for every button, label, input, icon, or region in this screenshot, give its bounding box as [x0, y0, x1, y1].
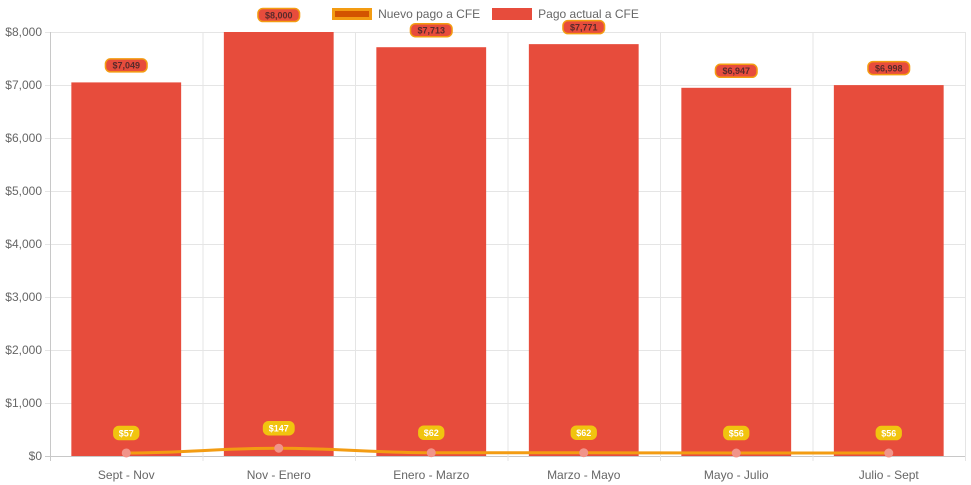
bar[interactable] [223, 32, 334, 456]
y-tick-label: $6,000 [5, 131, 42, 145]
x-tick-label: Mayo - Julio [704, 468, 769, 482]
line-series [121, 443, 894, 458]
line-value-label-text: $62 [576, 428, 591, 438]
bar-value-label-text: $7,049 [112, 61, 140, 71]
line-value-label: $62 [418, 425, 445, 440]
bar-series [71, 32, 944, 457]
bar[interactable] [681, 87, 792, 457]
legend-item-nuevo-pago[interactable]: Nuevo pago a CFE [332, 7, 480, 21]
line-point[interactable] [731, 448, 741, 458]
bar-value-label-bg [714, 63, 758, 79]
line-point[interactable] [426, 448, 436, 458]
y-tick-label: $5,000 [5, 184, 42, 198]
bar-value-label: $7,049 [104, 58, 148, 73]
y-tick-label: $0 [29, 449, 43, 463]
bar-value-label: $8,000 [257, 7, 301, 23]
chart-legend: Nuevo pago a CFE Pago actual a CFE [0, 7, 971, 21]
bar-value-label-bg [257, 7, 301, 23]
bar-value-label-text: $6,947 [722, 66, 750, 76]
y-tick-label: $7,000 [5, 78, 42, 92]
line-value-label-bg [570, 425, 597, 440]
bar-value-label: $6,998 [867, 60, 911, 76]
line-value-label: $57 [113, 425, 140, 441]
line-value-label-bg [418, 425, 445, 440]
chart-grid [45, 32, 966, 461]
bar[interactable] [71, 82, 182, 456]
bar-value-label-text: $7,771 [570, 22, 598, 32]
line-value-label: $56 [723, 425, 750, 441]
y-tick-label: $4,000 [5, 237, 42, 251]
bar-value-label-text: $8,000 [265, 10, 293, 20]
line-path [126, 446, 889, 455]
line-value-label-bg [875, 425, 902, 441]
bar-value-label-text: $7,713 [417, 26, 445, 36]
bar[interactable] [833, 85, 944, 456]
x-tick-label: Nov - Enero [247, 468, 311, 482]
line-value-label-text: $56 [881, 428, 896, 438]
bar-value-label-bg [409, 22, 453, 38]
legend-swatch-bar [492, 8, 533, 20]
x-tick-label: Sept - Nov [98, 468, 155, 482]
legend-label-pago-actual: Pago actual a CFE [538, 7, 639, 21]
line-value-label-text: $62 [424, 428, 439, 438]
y-tick-label: $8,000 [5, 25, 42, 39]
line-value-label-text: $147 [269, 424, 289, 434]
bar[interactable] [376, 47, 487, 456]
line-value-label-bg [262, 420, 295, 436]
legend-item-pago-actual[interactable]: Pago actual a CFE [492, 7, 639, 21]
bar-value-label: $6,947 [714, 63, 758, 79]
line-value-label: $147 [262, 420, 295, 436]
bar-value-label-text: $6,998 [875, 63, 903, 73]
line-value-label-bg [723, 425, 750, 441]
line-point[interactable] [579, 448, 589, 458]
x-axis: Sept - Nov Nov - Enero Enero - Marzo Marzo … [98, 468, 920, 482]
bar-value-label-bg [104, 58, 148, 73]
y-tick-label: $3,000 [5, 290, 42, 304]
data-labels: $7,049 $8,000 $7,713 $7,771 $6,947 $6,998 $57 $… [104, 7, 911, 441]
x-tick-label: Marzo - Mayo [547, 468, 621, 482]
line-value-label: $56 [875, 425, 902, 441]
bar-value-label: $7,713 [409, 22, 453, 38]
y-tick-label: $1,000 [5, 396, 42, 410]
line-point[interactable] [274, 443, 284, 453]
line-value-label-text: $57 [119, 428, 134, 438]
line-point[interactable] [121, 448, 131, 458]
line-value-label: $62 [570, 425, 597, 440]
x-tick-label: Enero - Marzo [393, 468, 469, 482]
line-value-label-text: $56 [729, 428, 744, 438]
legend-swatch-line [332, 8, 373, 20]
bar-value-label-bg [562, 19, 606, 35]
line-point[interactable] [884, 448, 894, 458]
legend-label-nuevo-pago: Nuevo pago a CFE [378, 7, 481, 21]
y-axis: $0 $1,000 $2,000 $3,000 $4,000 $5,000 $6,000 $7… [5, 25, 42, 463]
x-tick-label: Julio - Sept [859, 468, 920, 482]
bar[interactable] [528, 44, 639, 457]
y-tick-label: $2,000 [5, 343, 42, 357]
bar-value-label-bg [867, 60, 911, 76]
bar-value-label: $7,771 [562, 19, 606, 35]
line-value-label-bg [113, 425, 140, 441]
